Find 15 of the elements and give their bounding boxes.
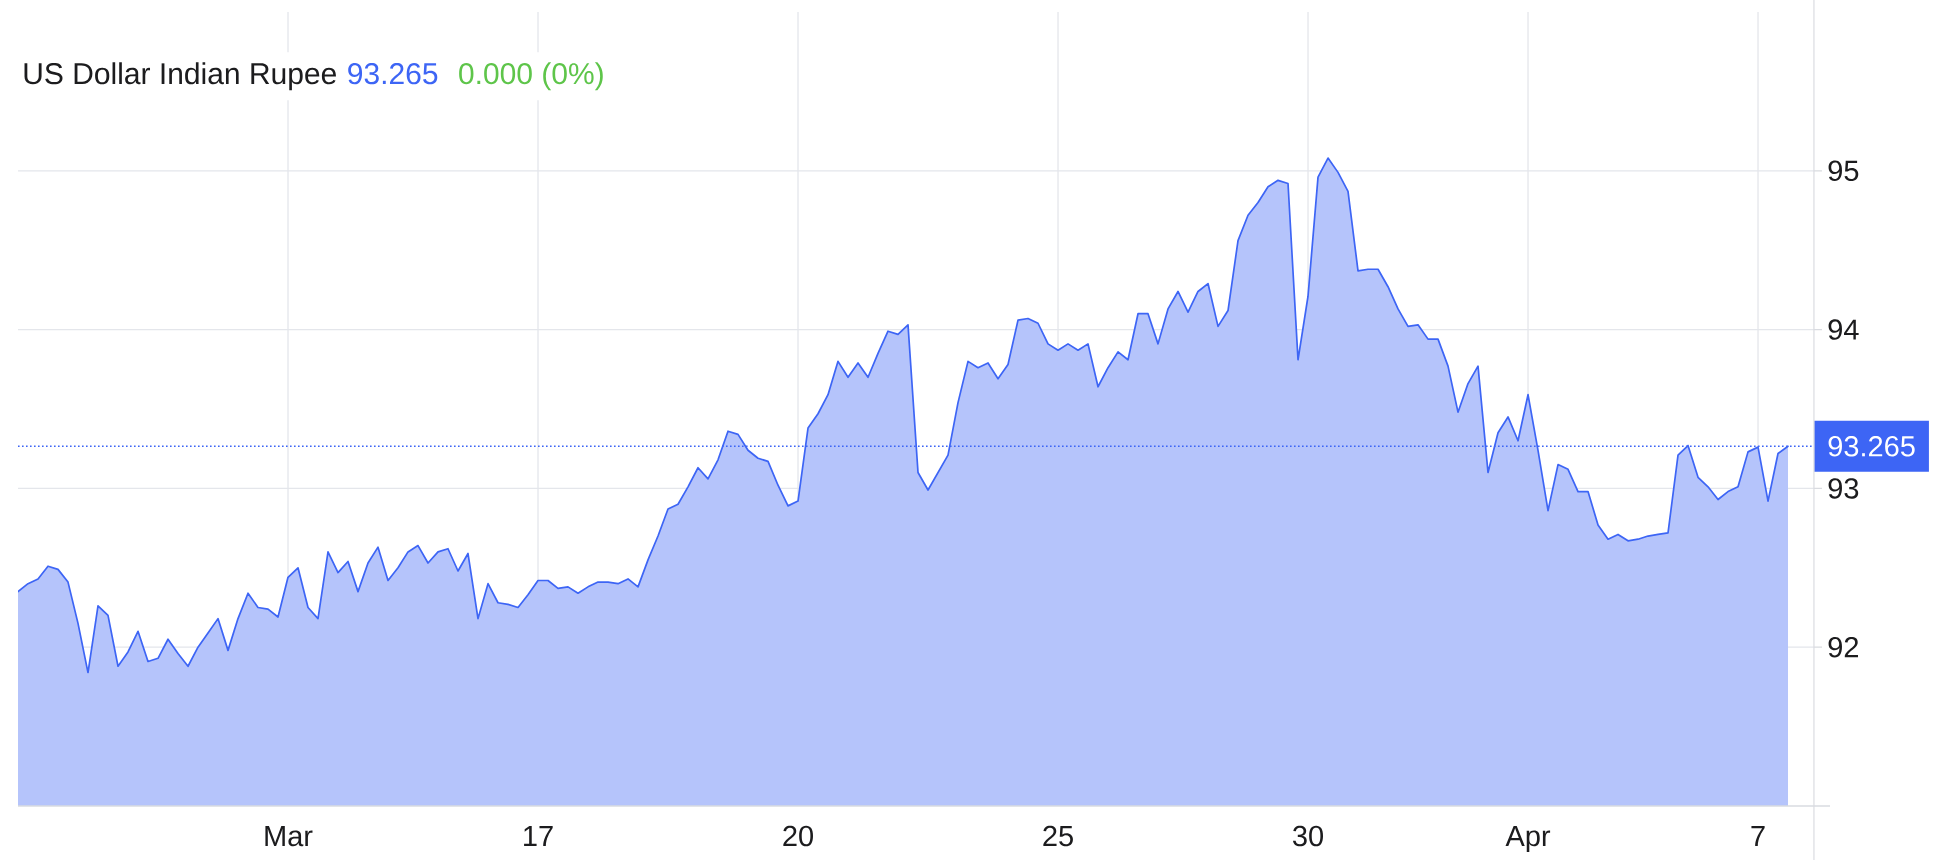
ref-line-label: 93.265 xyxy=(1828,436,1915,457)
x-tick-label: Mar xyxy=(265,826,313,847)
text: US Dollar Indian Rupee xyxy=(24,62,336,91)
y-tick-label: 94 xyxy=(1828,319,1859,340)
y-tick-label: 95 xyxy=(1828,160,1859,182)
x-tick-label: 30 xyxy=(1292,825,1324,847)
x-tick-label: 25 xyxy=(1043,825,1073,847)
annotation: 93.265 xyxy=(348,63,438,85)
x-tick-label: 20 xyxy=(783,825,813,847)
y-tick-label: 92 xyxy=(1828,636,1859,658)
y-tick-label: 93 xyxy=(1828,478,1859,499)
x-tick-label: 17 xyxy=(524,826,553,846)
x-tick-label: 7 xyxy=(1751,826,1765,846)
annotation: 0.000 (0%) xyxy=(459,62,603,91)
x-tick-label: Apr xyxy=(1505,826,1551,853)
